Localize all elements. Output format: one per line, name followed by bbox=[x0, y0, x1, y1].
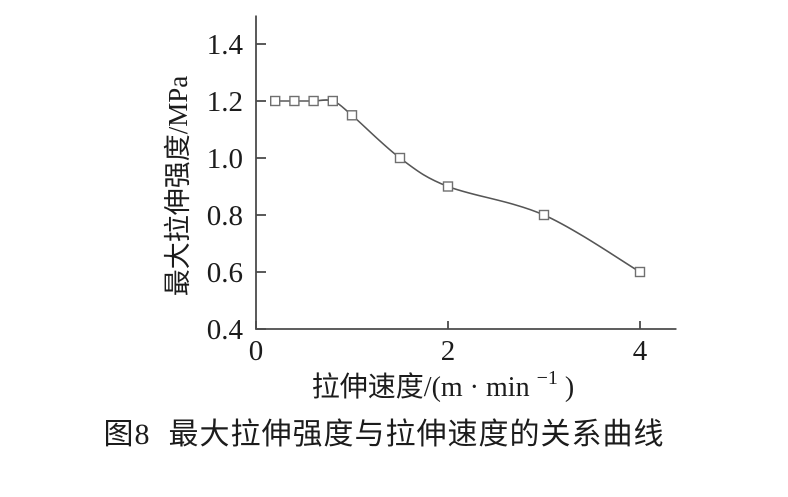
x-tick-label: 4 bbox=[633, 335, 648, 367]
x-axis-label-superscript: −1 bbox=[537, 367, 558, 389]
y-tick-label: 0.4 bbox=[207, 314, 244, 346]
x-axis-label-main: 拉伸速度/(m · min bbox=[312, 371, 530, 403]
axis-spines bbox=[255, 15, 677, 330]
figure-caption-text: 最大拉伸强度与拉伸速度的关系曲线 bbox=[168, 418, 665, 451]
data-point-marker bbox=[289, 95, 300, 107]
data-point-marker bbox=[634, 266, 646, 278]
y-tick-label: 1.4 bbox=[207, 29, 244, 61]
data-curve bbox=[275, 99, 641, 273]
x-tick-label: 2 bbox=[441, 335, 456, 367]
y-tick-label: 1.2 bbox=[207, 86, 243, 118]
x-tick-label: 0 bbox=[249, 335, 264, 367]
data-series-layer bbox=[270, 95, 646, 278]
y-tick-label: 0.8 bbox=[207, 200, 243, 232]
x-axis-label: 拉伸速度/(m · min −1 ) bbox=[312, 360, 574, 403]
data-point-marker bbox=[442, 181, 454, 192]
y-tick-label: 1.0 bbox=[207, 143, 243, 175]
y-tick-label: 0.6 bbox=[207, 257, 243, 289]
x-axis-label-end: ) bbox=[565, 372, 574, 403]
y-axis-label: 最大拉伸强度/MPa bbox=[163, 76, 193, 297]
figure-number: 图8 bbox=[103, 418, 151, 451]
data-point-marker bbox=[394, 152, 406, 164]
axes-layer: 0.4 0.6 0.8 1.0 1.2 1.4 0 2 4 bbox=[207, 15, 677, 367]
data-point-marker bbox=[538, 209, 550, 221]
data-point-marker bbox=[327, 95, 338, 107]
data-point-marker bbox=[308, 95, 319, 107]
data-point-marker bbox=[346, 110, 358, 121]
figure-caption: 图8 最大拉伸强度与拉伸速度的关系曲线 bbox=[0, 417, 768, 453]
data-point-marker bbox=[270, 95, 281, 107]
